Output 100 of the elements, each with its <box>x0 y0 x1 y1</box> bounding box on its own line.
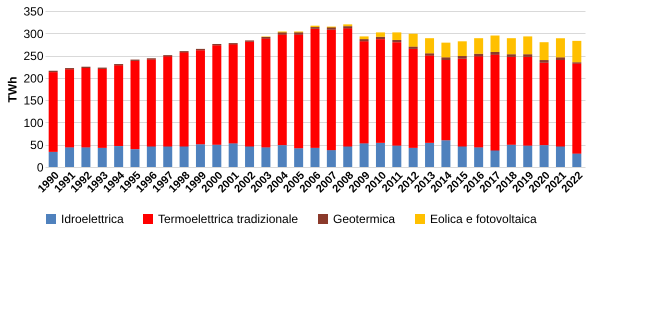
bar <box>458 56 467 59</box>
bar <box>48 72 58 152</box>
bar <box>474 38 484 54</box>
bar <box>130 60 140 150</box>
bar <box>326 27 336 30</box>
bar <box>425 142 434 167</box>
bar <box>180 146 189 167</box>
bar <box>81 68 90 148</box>
y-tick-label: 350 <box>23 4 44 18</box>
bar <box>146 146 156 167</box>
bar <box>310 28 320 148</box>
bar <box>556 146 565 167</box>
bar <box>490 52 500 55</box>
bar <box>81 147 90 167</box>
legend-label: Eolica e fotovoltaica <box>430 212 538 226</box>
bar <box>326 30 336 150</box>
bar <box>278 34 287 146</box>
bar <box>556 60 565 146</box>
y-tick-label: 100 <box>23 116 44 130</box>
bar <box>506 54 516 57</box>
bar <box>48 152 58 167</box>
bar <box>490 36 500 52</box>
bar <box>278 32 287 35</box>
bar <box>408 148 418 167</box>
bar <box>310 148 320 167</box>
bar <box>245 42 254 146</box>
bar <box>392 32 402 40</box>
bar <box>65 147 74 167</box>
bar <box>572 40 582 62</box>
bar <box>506 56 516 145</box>
bar <box>146 60 156 146</box>
bar <box>278 145 287 167</box>
bar <box>523 36 532 54</box>
bar <box>130 149 140 167</box>
bar <box>556 57 565 60</box>
bar <box>523 56 532 146</box>
bar <box>343 28 352 146</box>
bar <box>425 38 434 54</box>
bar <box>474 56 484 148</box>
bar <box>490 150 500 167</box>
legend-label: Termoelettrica tradizionale <box>158 212 298 226</box>
bar <box>540 60 549 63</box>
bar <box>556 38 565 58</box>
bar <box>212 45 222 145</box>
bar <box>376 39 385 143</box>
bar <box>114 65 124 146</box>
bar <box>506 144 516 167</box>
legend-label: Geotermica <box>333 212 396 226</box>
bar <box>261 38 270 148</box>
bar <box>196 144 205 167</box>
bar <box>523 146 532 167</box>
bar <box>228 44 238 144</box>
bar <box>425 53 434 56</box>
bar <box>408 48 418 148</box>
bar <box>326 150 336 167</box>
bar <box>294 148 304 167</box>
bar <box>212 144 222 167</box>
bar <box>523 54 532 57</box>
y-tick-label: 300 <box>23 26 44 41</box>
bar <box>98 148 107 167</box>
bar <box>458 146 467 167</box>
bar <box>376 142 385 167</box>
bar <box>540 62 549 146</box>
bar <box>458 58 467 146</box>
bar <box>425 56 434 143</box>
bar <box>228 143 238 167</box>
y-tick-label: 200 <box>23 71 44 86</box>
bar <box>490 54 500 151</box>
bar <box>376 32 385 37</box>
bar <box>392 40 402 42</box>
y-tick-label: 50 <box>30 138 44 152</box>
bar <box>540 145 549 167</box>
bar <box>360 36 369 40</box>
bar <box>572 154 582 167</box>
bar <box>360 143 369 167</box>
bar <box>360 41 369 144</box>
y-tick-label: 250 <box>23 49 44 64</box>
bar <box>245 146 254 167</box>
bar <box>474 54 484 56</box>
bar <box>261 147 270 167</box>
bar <box>180 52 189 146</box>
bar <box>98 68 107 148</box>
bar <box>441 140 450 167</box>
bar <box>114 146 124 167</box>
bar <box>474 147 484 167</box>
legend-label: Idroelettrica <box>61 212 124 226</box>
bar <box>441 42 450 58</box>
bar <box>441 57 450 60</box>
bar <box>392 42 402 146</box>
bar <box>458 41 467 56</box>
bar <box>65 69 74 148</box>
bar <box>540 42 549 60</box>
bar <box>294 34 304 148</box>
bar <box>392 146 402 167</box>
bar <box>343 146 352 167</box>
bar <box>196 50 205 144</box>
bar <box>408 34 418 47</box>
bar <box>163 56 172 146</box>
bar <box>163 146 172 167</box>
y-axis-title: TWh <box>5 76 20 102</box>
